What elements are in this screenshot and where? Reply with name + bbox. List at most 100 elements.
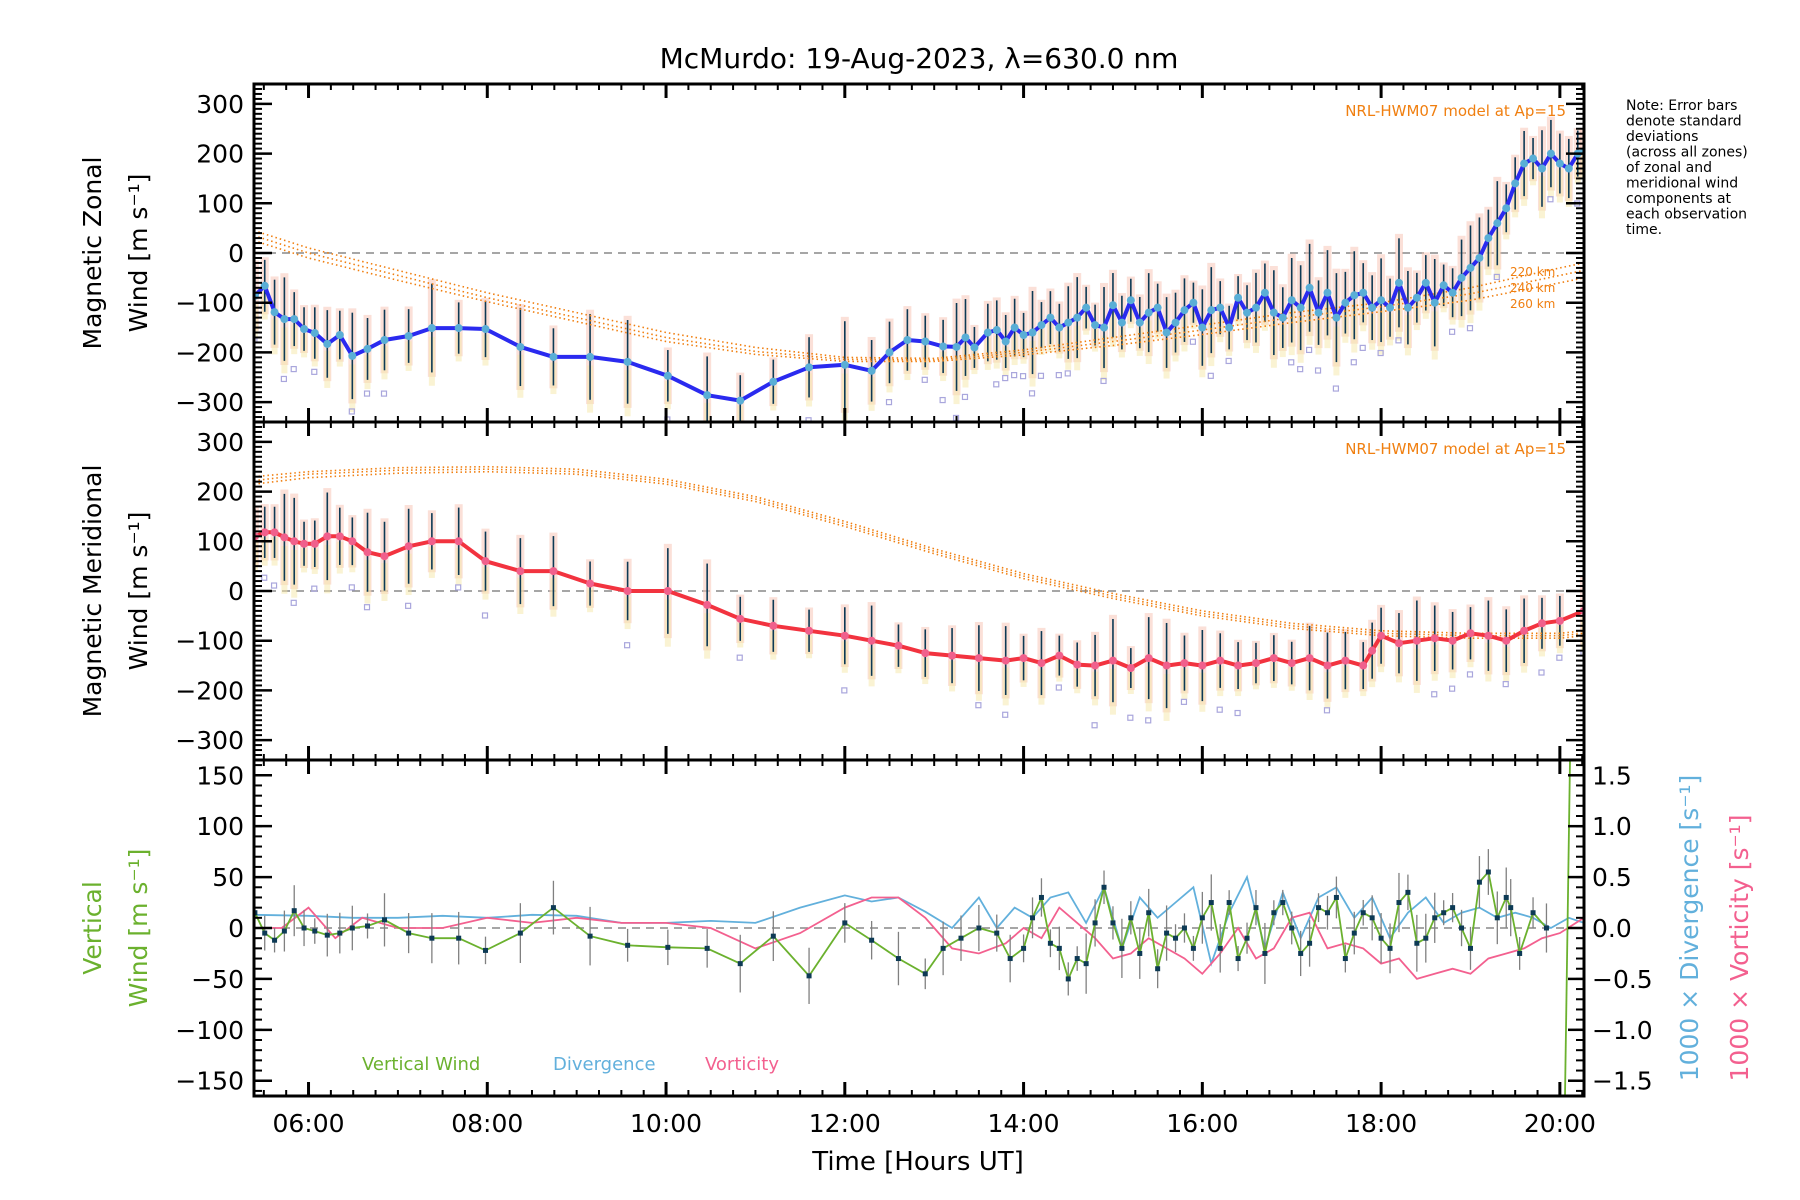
vertical-wind-point — [1110, 920, 1116, 926]
outlier-marker — [405, 602, 412, 609]
zonal-wind-point — [549, 352, 558, 361]
zonal-wind-point — [1278, 313, 1287, 322]
vertical-wind-point — [1543, 925, 1549, 931]
meridional-wind-point — [481, 557, 490, 566]
meridional-wind-point — [1537, 619, 1546, 628]
divergence-line — [254, 874, 1584, 967]
vertical-wind-point — [1298, 950, 1304, 956]
meridional-wind-point — [974, 654, 983, 663]
outlier-marker — [961, 393, 969, 401]
vertical-wind-point — [272, 937, 278, 943]
vertical-wind-point — [1030, 915, 1036, 921]
y-tick-label: −200 — [175, 338, 244, 367]
vertical-wind-point — [1262, 950, 1268, 956]
meridional-wind-point — [363, 548, 372, 557]
zonal-wind-point — [1484, 234, 1493, 243]
outlier-marker — [1449, 328, 1456, 335]
vertical-wind-point — [869, 937, 875, 943]
x-tick-label: 10:00 — [630, 1109, 702, 1138]
outlier-marker — [1431, 691, 1438, 698]
vertical-wind-point — [958, 935, 964, 941]
vertical-wind-point — [1146, 910, 1152, 916]
vertical-wind-point — [1128, 915, 1134, 921]
vertical-wind-point — [1208, 900, 1214, 906]
meridional-wind-point — [1198, 661, 1207, 670]
outlier-marker — [1127, 714, 1134, 721]
zonal-wind-point — [1421, 278, 1430, 287]
vertical-wind-point — [1508, 905, 1514, 911]
vertical-wind-point — [1307, 940, 1313, 946]
zonal-wind-point — [623, 357, 632, 366]
vertical-wind-line — [254, 870, 1548, 982]
vertical-wind-point — [994, 930, 1000, 936]
vertical-wind-point — [1253, 905, 1259, 911]
meridional-wind-point — [948, 651, 957, 660]
meridional-wind-point — [1466, 629, 1475, 638]
vertical-wind-point — [940, 945, 946, 951]
y2-tick-label: 0.5 — [1592, 863, 1632, 892]
y2-axis-label-vorticity: 1000 × Vorticity [s⁻¹] — [1725, 815, 1754, 1082]
meridional-wind-point — [1269, 654, 1278, 663]
vertical-wind-point — [1432, 915, 1438, 921]
y-tick-label: 300 — [196, 90, 244, 119]
zonal-wind-point — [939, 342, 948, 351]
vertical-wind-point — [1137, 950, 1143, 956]
outlier-marker — [1288, 359, 1295, 366]
meridional-wind-point — [427, 537, 436, 546]
zonal-wind-point — [1260, 288, 1269, 297]
vertical-wind-point — [429, 935, 435, 941]
zonal-wind-point — [1225, 323, 1234, 332]
zonal-wind-point — [1144, 308, 1153, 317]
vertical-wind-point — [665, 944, 671, 950]
outlier-marker — [1305, 346, 1313, 354]
meridional-wind-point — [623, 587, 632, 595]
note-line: of zonal and — [1626, 160, 1712, 176]
y-axis-label-line1: Magnetic Meridional — [78, 465, 107, 718]
outlier-marker — [704, 444, 709, 449]
vertical-wind-point — [456, 935, 462, 941]
vertical-wind-point — [806, 973, 812, 979]
zonal-wind-point — [1546, 149, 1555, 158]
zonal-wind-point — [921, 337, 930, 346]
model-line — [254, 465, 1584, 635]
model-line — [254, 229, 1584, 360]
zonal-wind-point — [1359, 288, 1368, 297]
y-tick-label: 100 — [196, 189, 244, 218]
outlier-marker — [736, 654, 743, 661]
meridional-wind-point — [1323, 661, 1332, 670]
vertical-wind-point — [281, 928, 287, 934]
zonal-wind-point — [983, 328, 992, 337]
vertical-wind-point — [922, 971, 928, 977]
legend-vorticity: Vorticity — [705, 1054, 779, 1075]
y-axis-label-line1: Vertical — [78, 881, 107, 975]
outlier-marker — [280, 375, 287, 383]
model-label: NRL-HWM07 model at Ap=15 — [1345, 440, 1566, 458]
vertical-wind-point — [1280, 900, 1286, 906]
outlier-marker — [1064, 370, 1071, 377]
meridional-wind-point — [323, 532, 332, 541]
outlier-marker — [1449, 685, 1456, 692]
meridional-wind-point — [260, 528, 269, 537]
meridional-wind-point — [1394, 639, 1403, 648]
vertical-wind-point — [337, 930, 343, 936]
outlier-marker — [1493, 273, 1500, 281]
meridional-wind-point — [348, 537, 357, 546]
zonal-wind-point — [1198, 323, 1207, 332]
outlier-marker — [1502, 681, 1509, 688]
plot-area-meridional — [254, 465, 1584, 729]
meridional-wind-point — [270, 528, 279, 537]
note-line: components at — [1626, 191, 1732, 207]
zonal-wind-point — [363, 344, 372, 353]
outlier-marker — [290, 365, 297, 373]
zonal-wind-point — [1019, 331, 1028, 340]
vertical-wind-point — [1289, 925, 1295, 931]
y2-tick-label: 1.0 — [1592, 812, 1632, 841]
meridional-wind-point — [1234, 661, 1243, 670]
chart-title: McMurdo: 19-Aug-2023, λ=630.0 nm — [660, 42, 1179, 75]
note-line: (across all zones) — [1626, 145, 1748, 161]
zonal-wind-point — [1403, 303, 1412, 312]
vertical-wind-point — [704, 945, 710, 951]
outlier-marker — [841, 687, 848, 694]
outlier-marker — [1037, 372, 1045, 379]
vertical-wind-point — [1173, 935, 1179, 941]
